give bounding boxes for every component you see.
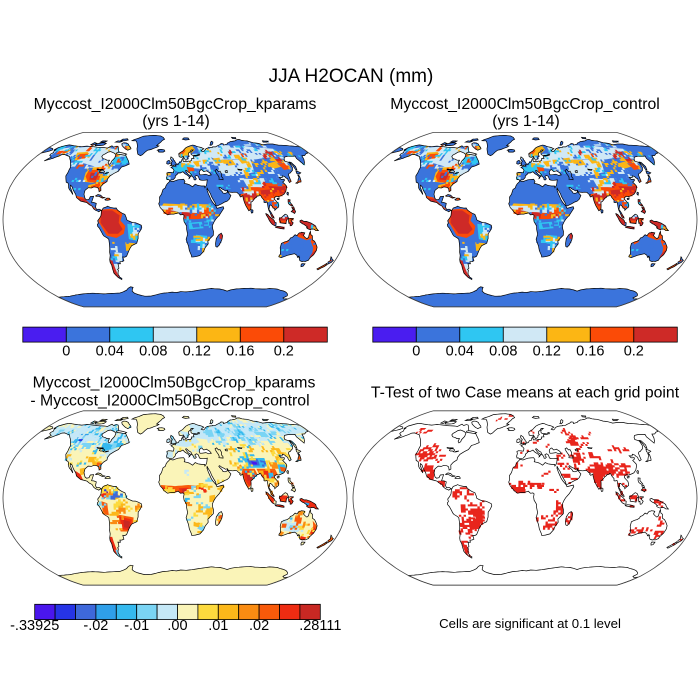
svg-text:T-Test of two Case means at ea: T-Test of two Case means at each grid po… (371, 385, 680, 402)
svg-text:Myccost_I2000Clm50BgcCrop_kpar: Myccost_I2000Clm50BgcCrop_kparams (34, 96, 317, 113)
svg-text:.28111: .28111 (299, 618, 341, 634)
svg-text:0.12: 0.12 (183, 344, 211, 360)
svg-text:-.33925: -.33925 (10, 618, 59, 634)
svg-text:0: 0 (62, 344, 70, 360)
svg-text:JJA H2OCAN (mm): JJA H2OCAN (mm) (269, 66, 434, 87)
svg-text:0.2: 0.2 (624, 344, 644, 360)
svg-text:.02: .02 (249, 618, 269, 634)
svg-text:(yrs 1-14): (yrs 1-14) (142, 113, 210, 130)
svg-text:0.16: 0.16 (576, 344, 604, 360)
svg-text:Cells are significant at 0.1 l: Cells are significant at 0.1 level (439, 616, 621, 631)
svg-text:0.08: 0.08 (489, 344, 517, 360)
svg-text:(yrs 1-14): (yrs 1-14) (492, 113, 560, 130)
svg-text:0.04: 0.04 (96, 344, 124, 360)
svg-text:- Myccost_I2000Clm50BgcCrop_co: - Myccost_I2000Clm50BgcCrop_control (30, 393, 309, 410)
svg-text:0: 0 (412, 344, 420, 360)
svg-text:0.12: 0.12 (533, 344, 561, 360)
svg-text:-.02: -.02 (83, 618, 108, 634)
svg-text:-.01: -.01 (124, 618, 149, 634)
svg-text:0.2: 0.2 (274, 344, 294, 360)
svg-text:0.04: 0.04 (446, 344, 474, 360)
svg-text:Myccost_I2000Clm50BgcCrop_cont: Myccost_I2000Clm50BgcCrop_control (390, 96, 660, 113)
svg-text:.01: .01 (208, 618, 228, 634)
svg-text:.00: .00 (167, 618, 187, 634)
svg-text:0.16: 0.16 (226, 344, 254, 360)
svg-text:Myccost_I2000Clm50BgcCrop_kpar: Myccost_I2000Clm50BgcCrop_kparams (33, 375, 316, 392)
svg-text:0.08: 0.08 (139, 344, 167, 360)
